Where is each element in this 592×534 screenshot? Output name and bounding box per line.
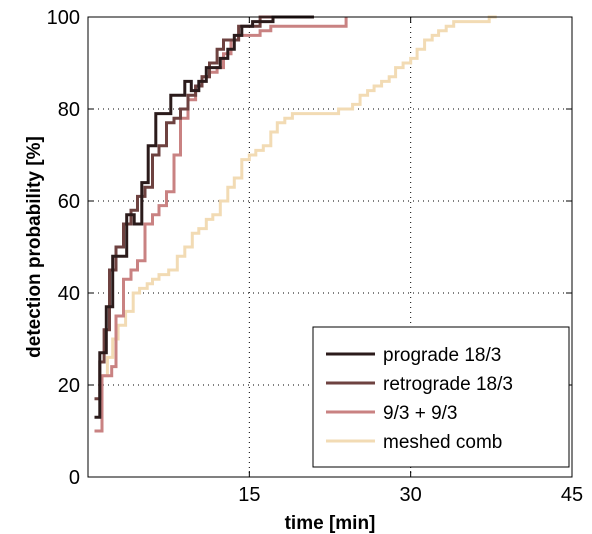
y-tick-label: 20 bbox=[58, 375, 80, 397]
series-line-retrograde-18-3 bbox=[94, 15, 314, 401]
x-tick-label: 45 bbox=[561, 484, 583, 506]
y-tick-label: 100 bbox=[47, 7, 80, 29]
legend-label: 9/3 + 9/3 bbox=[383, 403, 457, 424]
y-tick-label: 80 bbox=[58, 99, 80, 121]
y-tick-label: 60 bbox=[58, 191, 80, 213]
series-lines bbox=[94, 15, 497, 433]
legend-label: prograde 18/3 bbox=[383, 345, 501, 366]
plot-frame bbox=[87, 16, 573, 478]
series-line-prograde-18-3 bbox=[94, 15, 314, 419]
grid bbox=[88, 17, 572, 477]
x-tick-label: 15 bbox=[238, 484, 260, 506]
legend: prograde 18/3 retrograde 18/3 9/3 + 9/3 mes… bbox=[312, 326, 570, 468]
y-tick-label: 0 bbox=[69, 467, 80, 489]
legend-box bbox=[312, 326, 570, 468]
legend-label: retrograde 18/3 bbox=[383, 374, 513, 395]
y-tick-label: 40 bbox=[58, 283, 80, 305]
y-axis-label: detection probability [%] bbox=[24, 136, 45, 358]
legend-label: meshed comb bbox=[383, 432, 502, 453]
axis-ticks: 15 30 45 0 20 40 60 80 100 bbox=[47, 7, 584, 506]
x-axis-label: time [min] bbox=[285, 513, 376, 534]
x-tick-label: 30 bbox=[400, 484, 422, 506]
series-line-meshed-comb bbox=[102, 15, 497, 378]
